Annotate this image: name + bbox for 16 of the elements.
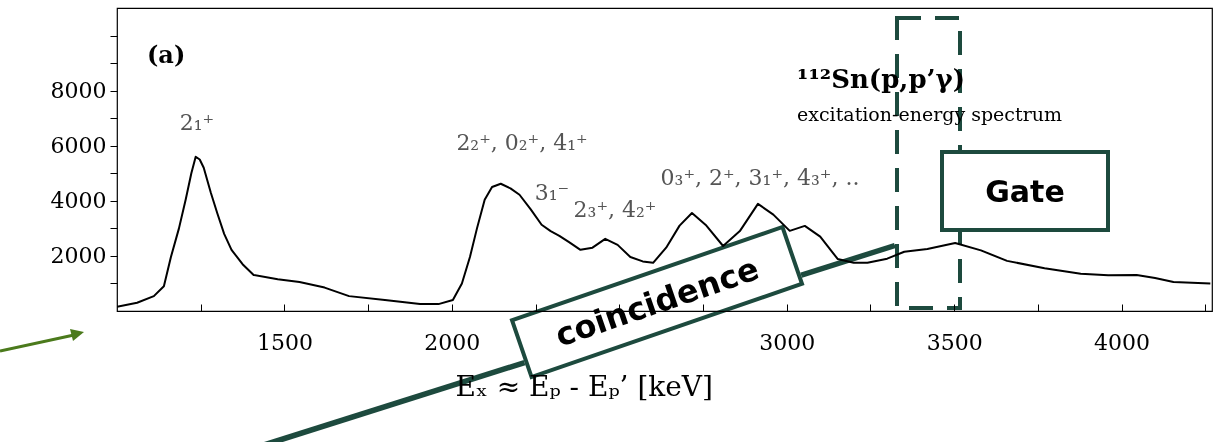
y-tick-label: 2000 xyxy=(50,243,107,269)
annotation: 0₃⁺, 2⁺, 3₁⁺, 4₃⁺, .. xyxy=(660,165,860,190)
annotation: 2₃⁺, 4₂⁺ xyxy=(573,197,657,222)
x-tick-label: 3500 xyxy=(926,329,983,355)
x-tick-label: 2000 xyxy=(424,329,481,355)
y-tick-label: 8000 xyxy=(50,78,107,104)
annotation: 2₁⁺ xyxy=(179,110,215,135)
y-tick-label: 6000 xyxy=(50,133,107,159)
x-tick-label: 1500 xyxy=(256,329,313,355)
y-tick-label: 4000 xyxy=(50,188,107,214)
annotation: 2₂⁺, 0₂⁺, 4₁⁺ xyxy=(456,130,588,155)
x-tick-label: 4000 xyxy=(1094,329,1151,355)
annotation: (a) xyxy=(147,40,186,69)
x-tick-label: 3000 xyxy=(759,329,816,355)
annotation: Gate xyxy=(940,150,1110,232)
annotation: 3₁⁻ xyxy=(534,180,570,205)
